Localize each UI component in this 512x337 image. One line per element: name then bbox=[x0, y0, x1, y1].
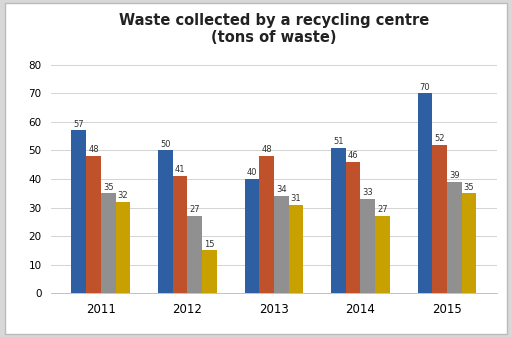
Text: 41: 41 bbox=[175, 165, 185, 175]
Text: 40: 40 bbox=[247, 168, 257, 177]
Text: 51: 51 bbox=[333, 137, 344, 146]
Text: 39: 39 bbox=[449, 171, 460, 180]
Bar bbox=[447, 182, 462, 293]
Text: 35: 35 bbox=[464, 183, 474, 191]
Text: 35: 35 bbox=[103, 183, 114, 191]
Bar bbox=[116, 202, 130, 293]
Text: 50: 50 bbox=[160, 140, 170, 149]
Bar bbox=[72, 130, 86, 293]
Bar bbox=[187, 216, 202, 293]
Bar bbox=[289, 205, 303, 293]
Text: 33: 33 bbox=[362, 188, 373, 197]
Text: 15: 15 bbox=[204, 240, 215, 249]
Text: 70: 70 bbox=[420, 83, 430, 92]
Bar bbox=[432, 145, 447, 293]
Text: 31: 31 bbox=[291, 194, 301, 203]
Text: 46: 46 bbox=[348, 151, 358, 160]
Text: 32: 32 bbox=[118, 191, 128, 200]
Bar bbox=[101, 193, 116, 293]
Text: 34: 34 bbox=[276, 185, 287, 194]
Text: 27: 27 bbox=[189, 206, 200, 214]
Text: 48: 48 bbox=[88, 146, 99, 154]
Bar bbox=[274, 196, 289, 293]
Bar bbox=[202, 250, 217, 293]
Text: 48: 48 bbox=[261, 146, 272, 154]
Bar bbox=[245, 179, 259, 293]
Bar bbox=[173, 176, 187, 293]
Title: Waste collected by a recycling centre
(tons of waste): Waste collected by a recycling centre (t… bbox=[119, 13, 429, 45]
Bar bbox=[375, 216, 390, 293]
Text: 57: 57 bbox=[74, 120, 84, 129]
Bar bbox=[462, 193, 476, 293]
Bar bbox=[86, 156, 101, 293]
Bar bbox=[360, 199, 375, 293]
Text: 27: 27 bbox=[377, 206, 388, 214]
Bar bbox=[331, 148, 346, 293]
Bar bbox=[346, 162, 360, 293]
Bar bbox=[418, 93, 432, 293]
Text: 52: 52 bbox=[434, 134, 445, 143]
Bar bbox=[259, 156, 274, 293]
Bar bbox=[158, 150, 173, 293]
